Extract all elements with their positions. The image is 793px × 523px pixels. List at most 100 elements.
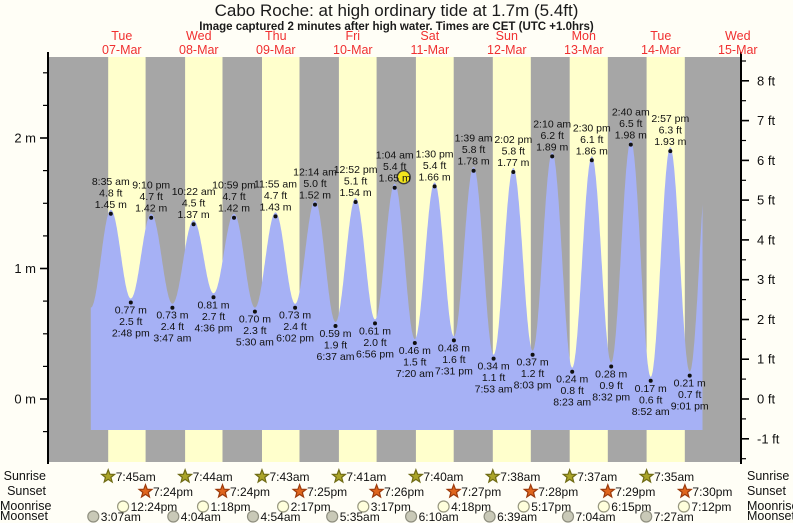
- tide-point-dot: [668, 149, 673, 154]
- left-axis-tick-label: 2 m: [14, 131, 36, 146]
- right-axis-tick-label: 2 ft: [757, 312, 775, 327]
- sunset-star-icon: [445, 483, 462, 499]
- tide-point-dot: [373, 321, 377, 326]
- day-weekday-label: Sun: [496, 29, 518, 43]
- high-tide-time-label: 10:22 am: [172, 186, 216, 198]
- sunrise-row-label-right: Sunrise: [747, 469, 790, 483]
- day-weekday-label: Tue: [111, 29, 132, 43]
- moonset-circle-icon: [640, 510, 653, 523]
- low-tide-time-label: 7:20 am: [396, 368, 434, 380]
- high-tide-m-label: 1.42 m: [218, 203, 250, 215]
- left-axis-tick-label: 0 m: [14, 392, 36, 407]
- sunrise-time-label: 7:37am: [577, 470, 617, 484]
- low-tide-m-label: 0.70 m: [239, 314, 271, 326]
- sunset-time-label: 7:29pm: [615, 485, 655, 499]
- low-tide-m-label: 0.37 m: [517, 357, 549, 369]
- high-tide-time-label: 2:57 pm: [651, 113, 689, 125]
- high-tide-ft-label: 4.7 ft: [222, 191, 245, 203]
- low-tide-time-label: 5:30 am: [236, 337, 274, 349]
- tide-point-dot: [550, 154, 555, 159]
- high-tide-time-label: 10:59 pm: [212, 180, 256, 192]
- tide-point-dot: [530, 352, 535, 357]
- high-tide-time-label: 2:40 am: [612, 107, 650, 119]
- moonset-circle-icon: [87, 510, 100, 523]
- low-tide-m-label: 0.73 m: [156, 310, 188, 322]
- low-tide-ft-label: 1.2 ft: [521, 368, 544, 380]
- high-tide-m-label: 1.89 m: [536, 141, 568, 153]
- high-tide-time-label: 2:02 pm: [494, 134, 532, 146]
- moonrise-circle-icon: [437, 500, 450, 513]
- tide-point-dot: [589, 158, 594, 163]
- tide-point-dot: [211, 295, 216, 300]
- right-axis-tick-label: 8 ft: [757, 73, 775, 88]
- day-date-label: 13-Mar: [564, 43, 604, 57]
- sunset-star-icon: [599, 483, 616, 499]
- high-tide-ft-label: 6.5 ft: [619, 118, 642, 130]
- high-tide-time-label: 1:30 pm: [416, 148, 454, 160]
- moonrise-time-label: 7:12pm: [691, 500, 731, 514]
- sunrise-star-icon: [330, 468, 348, 484]
- tide-point-dot: [252, 309, 257, 314]
- tide-point-dot: [273, 214, 278, 219]
- right-axis-tick-label: 3 ft: [757, 272, 775, 287]
- low-tide-m-label: 0.81 m: [197, 299, 229, 311]
- tide-point-dot: [333, 324, 338, 328]
- astro-rows: 7:45am 7:44am 7:43am 7:41am 7:40am 7:38am 7:37…: [87, 468, 732, 523]
- sunrise-time-label: 7:41am: [346, 470, 386, 484]
- tide-point-dot: [353, 200, 358, 204]
- day-date-label: 11-Mar: [410, 43, 449, 57]
- low-tide-time-label: 8:52 am: [632, 406, 670, 418]
- sunrise-time-label: 7:38am: [500, 470, 540, 484]
- tide-point-dots: [108, 142, 692, 383]
- high-tide-time-label: 1:04 am: [376, 150, 414, 162]
- left-axis-tick-label: 1 m: [14, 261, 36, 276]
- moonset-row-label-left: Moonset: [0, 509, 48, 523]
- low-tide-time-label: 7:53 am: [475, 384, 513, 396]
- sunset-time-label: 7:27pm: [461, 485, 501, 499]
- tide-point-dot: [687, 373, 692, 378]
- low-tide-ft-label: 2.7 ft: [202, 311, 225, 323]
- high-tide-time-label: 11:55 am: [254, 178, 297, 190]
- sunset-row-label-right: Sunset: [747, 484, 786, 498]
- moonset-circle-icon: [561, 510, 575, 523]
- day-date-label: 10-Mar: [333, 43, 373, 57]
- high-tide-m-label: 1.52 m: [299, 190, 331, 202]
- moonset-time-label: 7:04am: [576, 510, 616, 523]
- high-tide-time-label: 12:52 pm: [334, 164, 378, 176]
- moonrise-time-label: 6:15pm: [611, 500, 651, 514]
- moonrise-circle-icon: [517, 500, 530, 513]
- moonset-row-label-right: Moonset: [747, 509, 793, 523]
- moonrise-row-label-right: Moonrise: [747, 499, 793, 513]
- tide-point-dot: [232, 215, 236, 220]
- right-axis-tick-label: 6 ft: [757, 153, 775, 168]
- moonset-circle-icon: [326, 510, 339, 523]
- sunrise-time-label: 7:40am: [423, 470, 463, 484]
- low-tide-time-label: 8:03 pm: [514, 380, 552, 392]
- low-tide-ft-label: 2.5 ft: [119, 316, 142, 328]
- moonset-time-label: 4:04am: [181, 510, 221, 523]
- sunrise-star-icon: [253, 468, 271, 484]
- high-tide-time-label: 8:35 am: [92, 176, 130, 188]
- low-tide-ft-label: 0.8 ft: [561, 385, 584, 397]
- low-tide-ft-label: 1.9 ft: [324, 340, 347, 352]
- tide-point-dot: [451, 338, 456, 343]
- moonset-circle-icon: [405, 510, 418, 523]
- sunset-star-icon: [676, 483, 693, 499]
- moonrise-time-label: 3:17pm: [371, 500, 411, 514]
- high-tide-time-label: 9:10 pm: [132, 180, 170, 192]
- sunset-time-label: 7:24pm: [230, 485, 270, 499]
- low-tide-ft-label: 1.5 ft: [403, 357, 426, 369]
- low-tide-time-label: 4:36 pm: [195, 322, 233, 334]
- right-axis-tick-label: 0 ft: [757, 392, 775, 407]
- sunrise-star-icon: [176, 468, 194, 484]
- tide-point-dot: [491, 356, 496, 361]
- low-tide-ft-label: 2.0 ft: [363, 337, 386, 349]
- low-tide-ft-label: 1.6 ft: [442, 354, 465, 366]
- tide-point-dot: [570, 369, 575, 374]
- sunset-row-label-left: Sunset: [7, 484, 46, 498]
- high-tide-m-label: 1.43 m: [259, 201, 291, 213]
- moonrise-circle-icon: [116, 500, 130, 513]
- sunset-star-icon: [137, 483, 154, 499]
- day-date-label: 12-Mar: [487, 43, 527, 57]
